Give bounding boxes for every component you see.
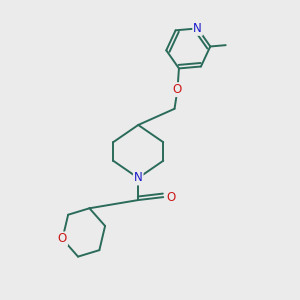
Text: O: O: [58, 232, 67, 245]
Text: N: N: [134, 172, 142, 184]
Text: N: N: [193, 22, 202, 35]
Text: O: O: [173, 83, 182, 96]
Text: O: O: [167, 190, 176, 204]
